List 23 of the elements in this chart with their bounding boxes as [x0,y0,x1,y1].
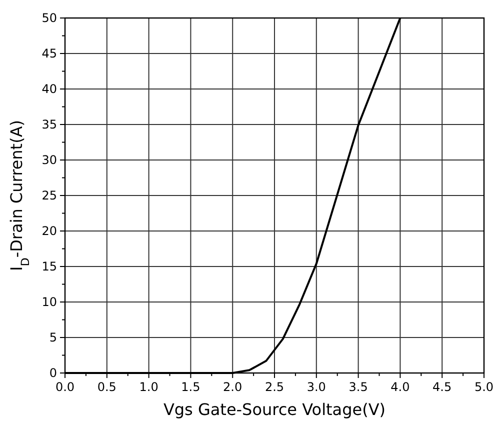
y-tick-label: 20 [42,224,57,238]
x-tick-label: 0.0 [55,380,75,394]
x-tick-label: 2.5 [264,380,284,394]
x-tick-label: 5.0 [474,380,494,394]
y-tick-label: 45 [42,46,57,61]
y-tick-label: 10 [42,295,57,310]
x-axis-title: Vgs Gate-Source Voltage(V) [163,400,386,419]
y-tick-label: 30 [42,153,57,168]
x-tick-label: 0.5 [97,380,116,394]
y-tick-label: 40 [42,82,57,96]
x-tick-label: 1.0 [139,380,158,394]
x-tick-label: 2.0 [223,380,242,394]
x-tick-label: 1.5 [181,380,200,394]
x-tick-label: 4.5 [432,380,452,394]
y-tick-label: 0 [49,366,57,380]
y-tick-label: 15 [42,260,57,274]
y-tick-label: 25 [42,188,57,203]
x-tick-label: 3.5 [348,380,368,394]
x-tick-label: 3.0 [306,380,326,394]
y-tick-label: 5 [49,330,57,345]
x-tick-label: 4.0 [390,380,410,394]
y-tick-label: 35 [42,118,57,132]
y-tick-label: 50 [42,11,57,26]
